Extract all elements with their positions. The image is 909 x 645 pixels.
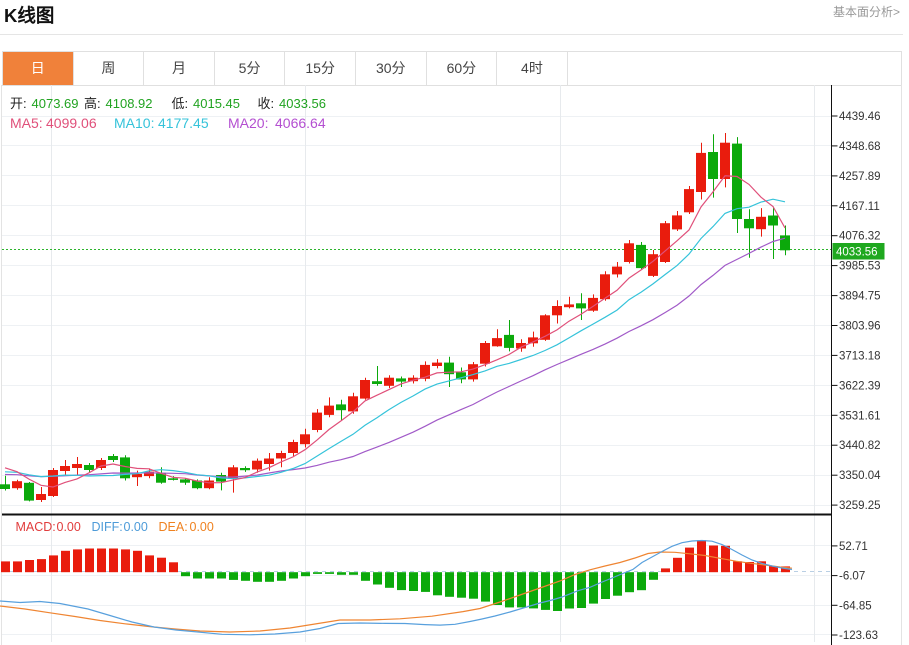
svg-text:开:: 开: — [10, 96, 27, 111]
svg-text:3803.96: 3803.96 — [839, 321, 881, 333]
svg-text:3894.75: 3894.75 — [839, 291, 881, 303]
svg-text:收:: 收: — [258, 96, 275, 111]
svg-text:3531.61: 3531.61 — [839, 410, 881, 422]
svg-text:4177.45: 4177.45 — [158, 115, 209, 131]
svg-text:3622.39: 3622.39 — [839, 380, 881, 392]
svg-text:3350.04: 3350.04 — [839, 470, 881, 482]
svg-text:4033.56: 4033.56 — [279, 96, 326, 111]
svg-text:4073.69: 4073.69 — [32, 96, 79, 111]
svg-text:MACD:: MACD: — [16, 520, 56, 534]
svg-text:4099.06: 4099.06 — [46, 115, 97, 131]
svg-text:-64.85: -64.85 — [839, 600, 872, 612]
svg-text:4076.32: 4076.32 — [839, 231, 881, 243]
svg-text:低:: 低: — [172, 96, 189, 111]
svg-text:4033.56: 4033.56 — [836, 246, 878, 258]
svg-text:52.71: 52.71 — [839, 541, 868, 553]
svg-text:3713.18: 3713.18 — [839, 350, 881, 362]
svg-text:DIFF:: DIFF: — [92, 520, 123, 534]
svg-text:4439.46: 4439.46 — [839, 111, 881, 123]
svg-text:4348.68: 4348.68 — [839, 141, 881, 153]
svg-text:4108.92: 4108.92 — [106, 96, 153, 111]
svg-text:MA5:: MA5: — [10, 115, 43, 131]
svg-text:0.00: 0.00 — [124, 520, 148, 534]
svg-text:3440.82: 3440.82 — [839, 440, 881, 452]
svg-text:-123.63: -123.63 — [839, 630, 878, 642]
svg-text:高:: 高: — [84, 96, 101, 111]
svg-text:DEA:: DEA: — [159, 520, 188, 534]
svg-text:3259.25: 3259.25 — [839, 500, 881, 512]
svg-text:4015.45: 4015.45 — [193, 96, 240, 111]
svg-text:MA20:: MA20: — [228, 115, 268, 131]
svg-text:-6.07: -6.07 — [839, 571, 865, 583]
svg-text:4066.64: 4066.64 — [275, 115, 326, 131]
svg-text:MA10:: MA10: — [114, 115, 154, 131]
svg-text:3985.53: 3985.53 — [839, 261, 881, 273]
svg-text:0.00: 0.00 — [57, 520, 81, 534]
svg-text:0.00: 0.00 — [190, 520, 214, 534]
svg-text:4167.11: 4167.11 — [839, 201, 880, 213]
svg-text:4257.89: 4257.89 — [839, 171, 881, 183]
